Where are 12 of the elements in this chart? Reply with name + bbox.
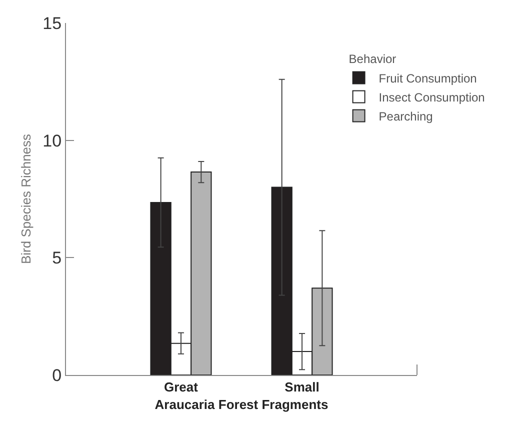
y-tick-label: 15 <box>42 14 62 33</box>
x-axis-title: Araucaria Forest Fragments <box>154 397 328 412</box>
y-tick-label: 5 <box>52 248 62 268</box>
y-tick-label: 0 <box>52 366 62 385</box>
legend-label: Fruit Consumption <box>378 71 477 86</box>
y-axis-title: Bird Species Richness <box>18 133 34 264</box>
legend-label: Insect Consumption <box>378 90 485 104</box>
x-tick-label: Small <box>284 380 320 395</box>
legend-label: Pearching <box>378 109 433 124</box>
y-tick-label: 10 <box>42 131 62 150</box>
x-tick-label: Great <box>164 380 199 395</box>
legend-title: Behavior <box>348 52 396 66</box>
